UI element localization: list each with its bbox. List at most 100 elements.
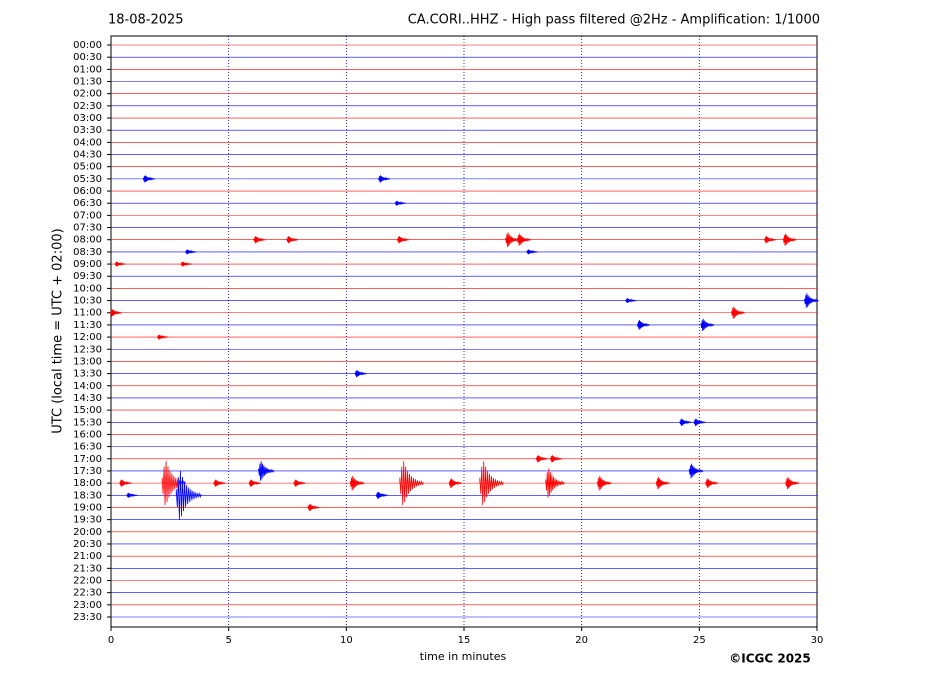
chart-title: CA.CORI..HHZ - High pass filtered @2Hz -… bbox=[408, 13, 820, 28]
y-tick-label: 01:00 bbox=[73, 64, 102, 75]
x-tick-label: 25 bbox=[693, 635, 706, 646]
y-tick-label: 15:30 bbox=[73, 417, 102, 428]
y-tick-label: 21:00 bbox=[73, 551, 102, 562]
seismic-event bbox=[399, 461, 424, 506]
x-tick-label: 20 bbox=[575, 635, 588, 646]
y-tick-label: 02:30 bbox=[73, 101, 102, 112]
seismic-event bbox=[248, 479, 261, 487]
y-axis-label: UTC (local time = UTC + 02:00) bbox=[51, 228, 66, 433]
y-tick-label: 10:00 bbox=[73, 283, 102, 294]
y-tick-label: 00:00 bbox=[73, 40, 102, 51]
y-tick-label: 09:30 bbox=[73, 271, 102, 282]
y-tick-label: 08:00 bbox=[73, 235, 102, 246]
seismic-event bbox=[397, 236, 410, 244]
y-tick-label: 20:30 bbox=[73, 539, 102, 550]
seismic-event bbox=[597, 475, 612, 491]
y-tick-label: 04:30 bbox=[73, 150, 102, 161]
y-tick-label: 05:30 bbox=[73, 174, 102, 185]
seismic-event bbox=[126, 492, 138, 498]
seismic-event bbox=[349, 475, 365, 491]
seismic-event bbox=[293, 479, 306, 487]
y-tick-label: 17:30 bbox=[73, 466, 102, 477]
y-tick-label: 21:30 bbox=[73, 563, 102, 574]
y-tick-label: 08:30 bbox=[73, 247, 102, 258]
y-tick-label: 17:00 bbox=[73, 454, 102, 465]
seismic-event bbox=[185, 249, 197, 255]
x-tick-label: 30 bbox=[811, 635, 824, 646]
seismic-event bbox=[535, 455, 548, 463]
seismic-event bbox=[161, 461, 186, 506]
y-tick-label: 06:30 bbox=[73, 198, 102, 209]
seismic-event bbox=[479, 461, 504, 506]
seismic-event bbox=[175, 470, 202, 520]
y-tick-label: 07:00 bbox=[73, 210, 102, 221]
seismic-event bbox=[253, 236, 266, 244]
y-tick-label: 13:00 bbox=[73, 356, 102, 367]
y-tick-label: 11:30 bbox=[73, 320, 102, 331]
seismic-event bbox=[679, 418, 692, 426]
y-tick-label: 02:00 bbox=[73, 89, 102, 100]
x-tick-label: 10 bbox=[340, 635, 353, 646]
date: 18-08-2025 bbox=[108, 13, 184, 28]
y-tick-label: 10:30 bbox=[73, 296, 102, 307]
y-tick-label: 19:30 bbox=[73, 515, 102, 526]
seismic-event bbox=[804, 293, 819, 308]
y-tick-label: 20:00 bbox=[73, 527, 102, 538]
y-tick-label: 13:30 bbox=[73, 369, 102, 380]
seismic-event bbox=[783, 233, 797, 246]
seismic-event bbox=[625, 298, 637, 304]
copyright: ©ICGC 2025 bbox=[729, 652, 811, 666]
x-tick-label: 15 bbox=[458, 635, 471, 646]
seismic-event bbox=[785, 477, 800, 490]
seismic-event bbox=[764, 236, 777, 244]
y-tick-label: 15:00 bbox=[73, 405, 102, 416]
seismic-event bbox=[375, 491, 388, 499]
y-tick-label: 01:30 bbox=[73, 77, 102, 88]
y-tick-label: 04:00 bbox=[73, 137, 102, 148]
y-tick-label: 16:30 bbox=[73, 442, 102, 453]
seismic-event bbox=[448, 478, 462, 489]
y-tick-label: 00:30 bbox=[73, 52, 102, 63]
seismic-event bbox=[354, 369, 367, 378]
x-axis-label: time in minutes bbox=[420, 650, 507, 663]
seismic-event bbox=[655, 477, 670, 490]
seismic-event bbox=[526, 249, 538, 255]
y-tick-label: 18:30 bbox=[73, 490, 102, 501]
seismic-event bbox=[517, 233, 531, 246]
seismic-event bbox=[286, 236, 299, 244]
y-tick-label: 23:00 bbox=[73, 600, 102, 611]
y-tick-label: 16:00 bbox=[73, 429, 102, 440]
seismic-event bbox=[545, 468, 565, 498]
y-tick-label: 03:30 bbox=[73, 125, 102, 136]
seismic-event bbox=[731, 306, 745, 319]
y-tick-label: 19:00 bbox=[73, 502, 102, 513]
seismic-event bbox=[307, 503, 320, 512]
y-tick-label: 09:00 bbox=[73, 259, 102, 270]
y-tick-label: 22:30 bbox=[73, 588, 102, 599]
seismic-event bbox=[258, 461, 275, 481]
seismic-event bbox=[109, 309, 123, 317]
y-tick-label: 14:30 bbox=[73, 393, 102, 404]
seismic-event bbox=[688, 463, 704, 479]
seismic-event bbox=[394, 200, 406, 206]
y-tick-label: 18:00 bbox=[73, 478, 102, 489]
seismic-event bbox=[119, 479, 132, 487]
x-tick-label: 5 bbox=[225, 635, 231, 646]
y-tick-label: 06:00 bbox=[73, 186, 102, 197]
y-tick-label: 14:00 bbox=[73, 381, 102, 392]
y-tick-label: 07:30 bbox=[73, 223, 102, 234]
y-tick-label: 12:30 bbox=[73, 344, 102, 355]
seismic-event bbox=[550, 455, 563, 463]
x-tick-label: 0 bbox=[108, 635, 114, 646]
y-tick-label: 05:00 bbox=[73, 162, 102, 173]
seismic-event bbox=[180, 261, 192, 267]
seismic-event bbox=[213, 479, 226, 487]
y-tick-label: 12:00 bbox=[73, 332, 102, 343]
y-tick-label: 03:00 bbox=[73, 113, 102, 124]
y-tick-label: 23:30 bbox=[73, 612, 102, 623]
seismic-event bbox=[114, 261, 126, 267]
y-tick-label: 22:00 bbox=[73, 575, 102, 586]
seismic-event bbox=[705, 478, 719, 489]
